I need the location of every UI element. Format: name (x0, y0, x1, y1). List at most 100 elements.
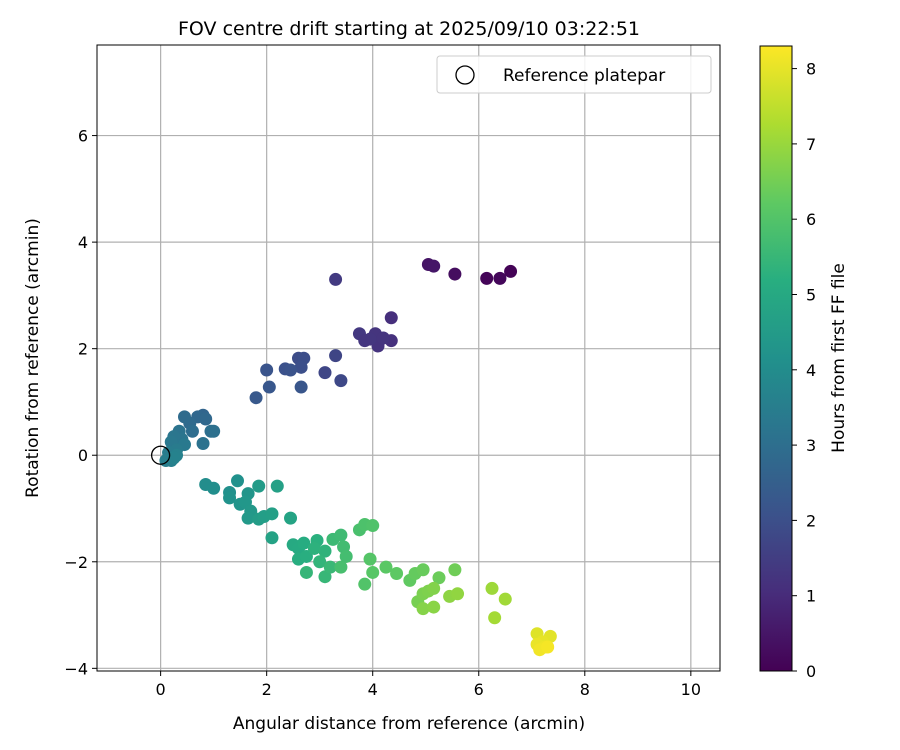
data-point (252, 479, 266, 493)
data-point (284, 363, 298, 377)
x-tick-label: 4 (368, 680, 378, 699)
data-point (313, 555, 327, 569)
data-point (384, 311, 398, 325)
data-point (488, 611, 502, 625)
data-point (207, 424, 221, 438)
data-point (493, 271, 507, 285)
data-point (318, 366, 332, 380)
colorbar-tick-label: 2 (806, 511, 816, 530)
colorbar-tick-label: 8 (806, 60, 816, 79)
y-tick-label: 4 (78, 233, 88, 252)
plot-frame (96, 44, 721, 672)
data-point (366, 565, 380, 579)
data-point (318, 544, 332, 558)
data-point (358, 577, 372, 591)
colorbar-gradient (759, 45, 793, 672)
y-tick-label: 0 (78, 446, 88, 465)
x-tick-label: 8 (580, 680, 590, 699)
data-point (294, 380, 308, 394)
reference-marker (150, 445, 171, 465)
colorbar-tick-label: 7 (806, 135, 816, 154)
y-axis-label: Rotation from reference (arcmin) (23, 218, 43, 498)
data-point (185, 424, 199, 438)
x-tick-label: 2 (262, 680, 272, 699)
y-tick-label: 6 (78, 127, 88, 146)
data-point (504, 264, 518, 278)
data-points (159, 257, 557, 657)
colorbar: 0 1 2 3 4 5 6 7 8 Hours from first FF file (759, 45, 849, 681)
chart-title: FOV centre drift starting at 2025/09/10 … (178, 18, 640, 40)
y-tick-label: −4 (64, 659, 88, 678)
data-point (265, 531, 279, 545)
data-point (196, 437, 210, 451)
legend: Reference platepar (436, 55, 712, 94)
data-point (432, 571, 446, 585)
data-point (363, 552, 377, 566)
data-point (260, 363, 274, 377)
x-axis-label: Angular distance from reference (arcmin) (233, 714, 585, 734)
data-point (427, 259, 441, 273)
grid-lines (97, 45, 720, 671)
colorbar-tick-label: 3 (806, 436, 816, 455)
data-point (541, 640, 555, 654)
data-point (334, 560, 348, 574)
data-point (485, 581, 499, 595)
legend-label: Reference platepar (503, 66, 665, 86)
data-point (307, 541, 321, 555)
data-point (366, 519, 380, 533)
reference-point (150, 445, 171, 465)
data-point (265, 507, 279, 521)
data-point (427, 581, 441, 595)
data-point (299, 565, 313, 579)
data-point (448, 563, 462, 577)
data-point (390, 567, 404, 581)
colorbar-tick-label: 4 (806, 361, 816, 380)
data-point (199, 412, 213, 426)
data-point (334, 528, 348, 542)
data-point (416, 563, 430, 577)
y-tick-label: −2 (64, 553, 88, 572)
data-point (207, 481, 221, 495)
data-point (480, 271, 494, 285)
data-point (231, 474, 245, 488)
data-point (262, 380, 276, 394)
x-tick-label: 10 (681, 680, 701, 699)
data-point (448, 267, 462, 281)
data-point (379, 560, 393, 574)
colorbar-tick-label: 0 (806, 662, 816, 681)
data-point (334, 374, 348, 388)
colorbar-ticks: 0 1 2 3 4 5 6 7 8 (792, 60, 816, 681)
data-point (177, 410, 191, 424)
data-point (249, 391, 263, 405)
data-point (167, 451, 181, 465)
data-point (284, 511, 298, 525)
colorbar-label: Hours from first FF file (829, 263, 849, 453)
data-point (223, 491, 237, 505)
data-point (294, 360, 308, 374)
data-point (297, 536, 311, 550)
y-tick-label: 2 (78, 340, 88, 359)
data-point (416, 602, 430, 616)
data-point (323, 560, 337, 574)
data-point (427, 600, 441, 614)
data-point (329, 349, 343, 363)
x-axis-ticks: 0 2 4 6 8 10 (156, 671, 701, 699)
y-axis-ticks: −4 −2 0 2 4 6 (64, 127, 97, 678)
x-tick-label: 6 (474, 680, 484, 699)
data-point (299, 549, 313, 563)
colorbar-tick-label: 6 (806, 210, 816, 229)
x-tick-label: 0 (156, 680, 166, 699)
data-point (241, 511, 255, 525)
data-point (451, 587, 465, 601)
colorbar-tick-label: 5 (806, 285, 816, 304)
legend-marker (455, 65, 475, 85)
data-point (358, 334, 372, 348)
data-point (376, 331, 390, 345)
data-point (339, 549, 353, 563)
data-point (329, 272, 343, 286)
colorbar-tick-label: 1 (806, 587, 816, 606)
data-point (498, 592, 512, 606)
legend-box (436, 55, 712, 94)
data-point (270, 479, 284, 493)
